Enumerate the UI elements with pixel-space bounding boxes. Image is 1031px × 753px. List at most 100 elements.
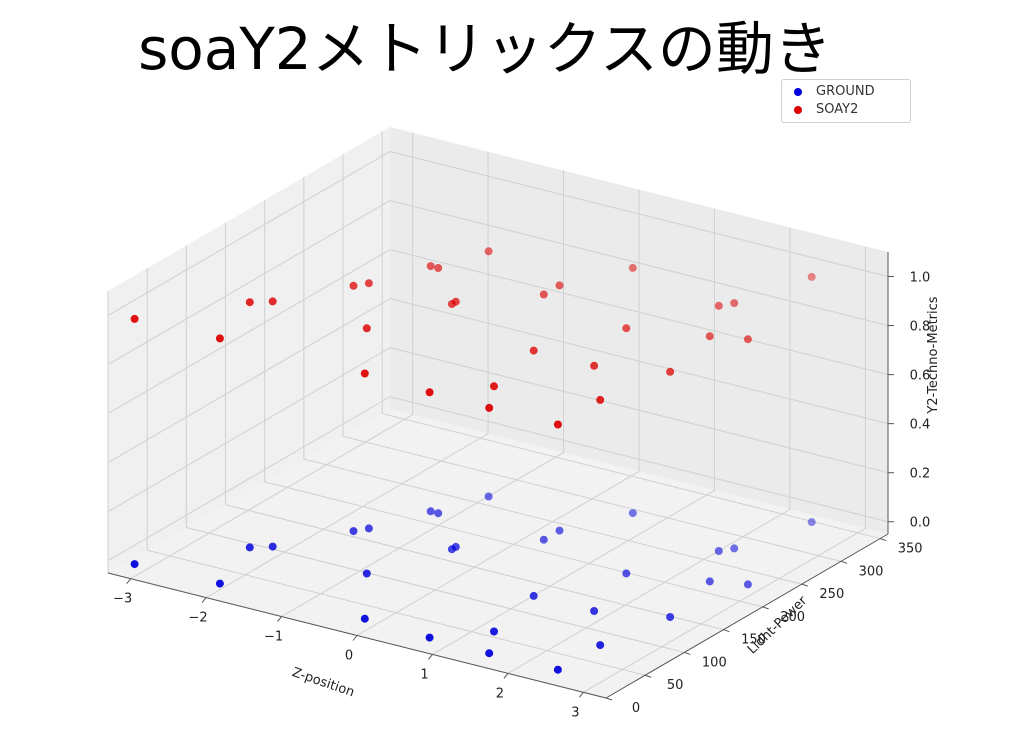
z-tick-label: 0.2 [910,467,931,482]
z-grid-line [107,298,889,464]
soay2-point [434,264,443,272]
soay2-point [215,334,224,343]
soay2-point [596,395,605,404]
legend-marker-soay2 [794,105,802,114]
ground-point [268,542,277,551]
ground-point [360,614,369,623]
ground-point [215,579,224,588]
x-grid-line [432,208,715,655]
x-tick-label: −3 [113,592,132,607]
x-tick-mark [201,597,207,603]
x-axis-label: Z-position [290,665,356,700]
x-grid-line [356,189,640,636]
ground-point [130,560,139,569]
ground-point [555,526,564,535]
soay2-point [555,281,564,290]
y-tick-label: 350 [898,542,923,557]
y-tick-mark [723,629,730,633]
z-tick-label: 1.0 [910,271,931,286]
ground-point [484,492,493,501]
legend-item-ground: GROUND [794,83,875,101]
soay2-point [622,324,631,333]
y-tick-label: 100 [702,655,727,670]
soay2-point [362,324,371,333]
y-tick-label: 0 [632,701,640,716]
x-grid-line [130,132,414,580]
x-tick-mark [352,635,358,641]
ground-point [426,507,435,516]
ground-point [628,509,637,518]
chart-title: soaY2メトリックスの動き [138,15,832,83]
x-tick-mark [126,578,132,584]
ground-point [666,613,675,621]
z-tick-label: 0.8 [910,320,931,335]
x-tick-label: −1 [264,630,283,645]
ground-point [529,591,538,600]
z-grid-line [107,347,889,513]
z-grid-line [107,150,889,316]
soay2-point [490,382,498,391]
ground-point [596,641,605,650]
legend-marker-ground [794,87,802,96]
ground-point [425,633,434,642]
y-tick-mark [880,538,887,542]
z-tick-label: 0.0 [910,516,931,531]
soay2-point [553,420,562,429]
z-tick-label: 0.6 [910,369,931,384]
soay2-point [426,262,435,271]
y-grid-line [381,131,881,540]
ground-point [539,535,548,544]
legend: GROUND SOAY2 [781,79,911,123]
ground-point [553,665,562,674]
y-grid-line [225,222,724,631]
ground-point [364,524,373,533]
ground-point [807,518,816,527]
soay2-point [485,403,494,412]
axis-lines [107,252,894,701]
soay2-point [539,290,548,299]
z-grid-line [107,200,889,365]
x-tick-label: 1 [420,667,428,682]
legend-label-ground: GROUND [816,84,875,99]
soay2-point [245,298,254,307]
soay2-point [705,332,714,341]
ground-point [490,627,498,636]
x-tick-label: 0 [345,649,353,664]
ground-point [362,569,371,578]
soay2-point [130,314,139,323]
x-grid-line [281,170,565,617]
x-tick-label: 3 [571,705,579,720]
y-grid-line [264,199,763,608]
soay2-point [364,279,373,288]
x-tick-label: −2 [189,611,208,626]
z-grid-line [107,249,889,415]
y-grid-line [342,154,842,562]
y-grid-line [185,245,685,653]
soay2-point [268,297,277,306]
ground-point [245,543,254,552]
soay2-point [360,369,369,378]
ground-point [349,527,358,536]
x-tick-mark [503,673,509,679]
legend-label-soay2: SOAY2 [816,102,859,117]
soay2-point [529,346,538,355]
soay2-point [714,301,723,310]
soay2-point [666,367,675,376]
z-axis-label: Y2-Techno-Metrics [926,296,941,414]
ground-point [590,607,599,615]
ground-point [622,569,631,578]
soay2-point [590,361,599,370]
y-tick-label: 250 [819,587,844,602]
y-tick-mark [840,560,848,564]
ground-point [705,577,714,586]
soay2-point [484,247,493,256]
y-tick-mark [801,583,808,587]
x-grid-line [583,246,866,693]
soay2-point [451,297,460,306]
x-tick-mark [578,692,584,698]
y-grid-line [303,177,802,585]
ground-point [730,544,739,553]
y-grid-line [146,268,646,676]
soay2-point [807,272,816,281]
